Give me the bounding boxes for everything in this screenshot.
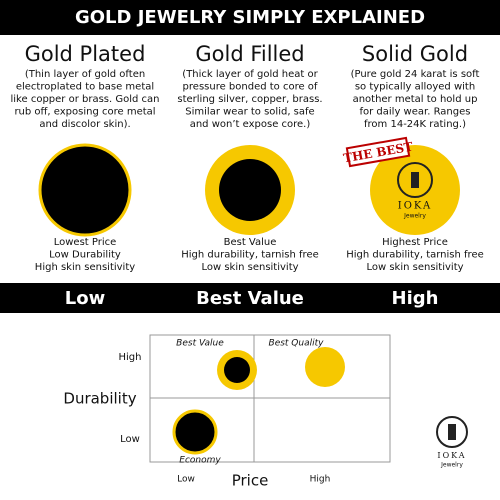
column-description: and won’t expose core.) (190, 119, 311, 130)
banner-bar (0, 283, 500, 313)
economy-circle (172, 409, 218, 455)
column-feature: Low skin sensitivity (366, 262, 463, 273)
column-description: (Thin layer of gold often (25, 69, 145, 80)
solid-circle (370, 145, 460, 235)
y-high: High (119, 352, 142, 363)
column-title: Gold Filled (195, 42, 304, 66)
column-description: sterling silver, copper, brass. (177, 94, 322, 105)
logo-small (436, 416, 468, 448)
column-title: Gold Plated (25, 42, 146, 66)
column-description: so typically alloyed with (355, 82, 475, 93)
quadrant-label: Economy (179, 456, 221, 466)
quality-circle (305, 347, 345, 387)
logo-small-name: IOKA (437, 451, 466, 460)
column-feature: High durability, tarnish free (346, 250, 484, 261)
column-description: for daily wear. Ranges (360, 107, 471, 118)
column-feature: Low skin sensitivity (201, 262, 298, 273)
banner-label: Low (65, 288, 105, 309)
x-axis-label: Price (232, 472, 269, 490)
y-low: Low (120, 434, 140, 445)
column-feature: Highest Price (382, 237, 448, 248)
banner-label: High (392, 288, 439, 309)
value-inner (224, 357, 250, 383)
logo-name: IOKA (398, 201, 432, 212)
column-feature: Low Durability (49, 250, 121, 261)
column-description: (Pure gold 24 karat is soft (351, 69, 480, 80)
column-description: electroplated to base metal (16, 82, 154, 93)
column-description: and discolor skin). (39, 119, 130, 130)
column-feature: High skin sensitivity (35, 262, 135, 273)
column-feature: Best Value (224, 237, 277, 248)
plated-circle (38, 143, 132, 237)
quadrant-label: Best Value (176, 339, 224, 349)
x-low: Low (177, 475, 195, 485)
column-description: rub off, exposing core metal (14, 107, 155, 118)
banner-label: Best Value (196, 288, 304, 309)
logo-small-sub: Jewelry (440, 462, 463, 469)
column-description: (Thick layer of gold heat or (182, 69, 318, 80)
column-description: from 14-24K rating.) (364, 119, 466, 130)
column-description: another metal to hold up (353, 94, 478, 105)
quadrant-label: Best Quality (269, 339, 325, 349)
column-title: Solid Gold (362, 42, 468, 66)
column-description: pressure bonded to core of (183, 82, 318, 93)
logo-icon (397, 162, 433, 198)
column-description: like copper or brass. Gold can (11, 94, 160, 105)
badge-box (345, 136, 411, 168)
x-high: High (310, 475, 331, 485)
header-bar (0, 0, 500, 35)
column-feature: Lowest Price (54, 237, 117, 248)
column-feature: High durability, tarnish free (181, 250, 319, 261)
logo-sub: Jewelry (403, 213, 426, 220)
filled-circle-inner (219, 159, 281, 221)
header-title: GOLD JEWELRY SIMPLY EXPLAINED (75, 7, 425, 28)
column-description: Similar wear to solid, safe (185, 107, 314, 118)
y-axis-label: Durability (63, 390, 136, 408)
